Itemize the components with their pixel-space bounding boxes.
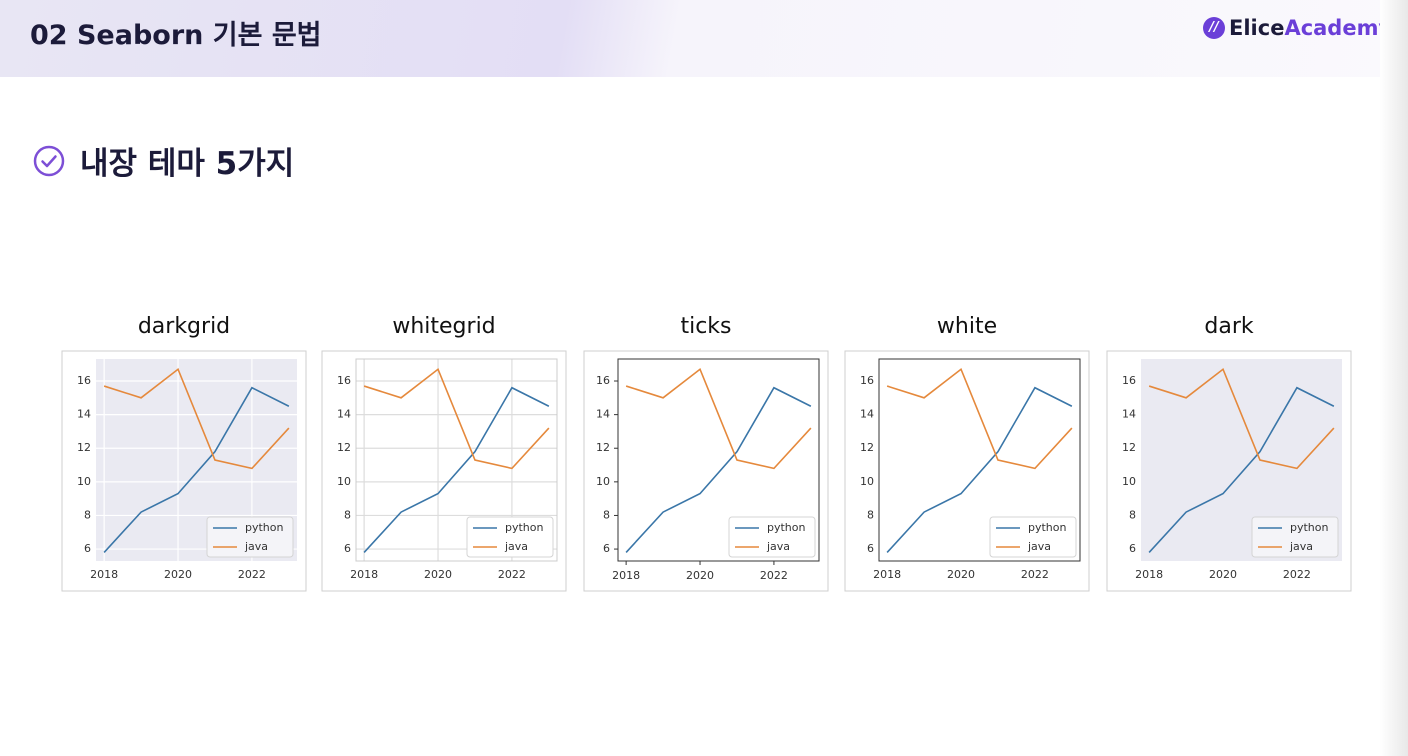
x-tick-label: 2018 [1135, 568, 1163, 581]
y-tick-label: 12 [860, 441, 874, 454]
x-tick-label: 2022 [760, 569, 788, 582]
line-series [103, 367, 290, 470]
y-tick-label: 16 [860, 374, 874, 387]
x-tick-label: 2020 [686, 569, 714, 582]
x-tick-label: 2022 [1283, 568, 1311, 581]
plot-frame [355, 358, 558, 562]
y-tick-label: 14 [337, 408, 351, 421]
legend-label: java [244, 540, 268, 553]
chart-title: white [937, 314, 997, 339]
line-series [886, 386, 1073, 553]
line-series [1148, 386, 1335, 553]
y-tick-label: 8 [603, 508, 610, 521]
y-tick-label: 12 [596, 441, 610, 454]
chart-title: darkgrid [138, 314, 230, 339]
legend-label: java [504, 540, 528, 553]
y-tick-label: 6 [84, 542, 91, 555]
legend-label: python [1290, 521, 1329, 534]
y-tick-label: 16 [1122, 374, 1136, 387]
line-series [363, 386, 550, 553]
section-title: 내장 테마 5가지 [80, 146, 295, 182]
line-series [363, 367, 550, 470]
legend-label: java [1027, 540, 1051, 553]
legend-label: python [767, 521, 806, 534]
chart-title: ticks [680, 314, 731, 339]
legend-label: java [766, 540, 790, 553]
x-tick-label: 2022 [1021, 568, 1049, 581]
legend-label: python [505, 521, 544, 534]
legend-label: python [245, 521, 284, 534]
x-tick-label: 2018 [873, 568, 901, 581]
x-tick-label: 2020 [164, 568, 192, 581]
y-tick-label: 16 [596, 374, 610, 387]
x-tick-label: 2018 [350, 568, 378, 581]
legend-label: python [1028, 521, 1067, 534]
y-tick-label: 14 [77, 408, 91, 421]
y-tick-label: 10 [860, 475, 874, 488]
line-series [625, 386, 812, 553]
y-tick-label: 16 [77, 374, 91, 387]
y-tick-label: 6 [867, 542, 874, 555]
x-tick-label: 2020 [424, 568, 452, 581]
legend-label: java [1289, 540, 1313, 553]
x-tick-label: 2020 [1209, 568, 1237, 581]
logo-icon: // [1203, 17, 1225, 39]
line-series [103, 386, 290, 553]
y-tick-label: 10 [337, 475, 351, 488]
y-tick-label: 12 [77, 441, 91, 454]
y-tick-label: 12 [337, 441, 351, 454]
header-title: 02 Seaborn 기본 문법 [30, 20, 322, 51]
y-tick-label: 14 [860, 408, 874, 421]
x-tick-label: 2022 [498, 568, 526, 581]
y-tick-label: 12 [1122, 441, 1136, 454]
logo-text: Academy [1284, 16, 1393, 40]
plot-frame [878, 358, 1081, 562]
y-tick-label: 8 [344, 508, 351, 521]
header: 02 Seaborn 기본 문법 // EliceAcademy [0, 0, 1408, 77]
plot-frame [617, 358, 820, 562]
chart-title: dark [1204, 314, 1253, 339]
y-tick-label: 10 [1122, 475, 1136, 488]
logo-text: Elice [1229, 16, 1285, 40]
logo: // EliceAcademy [1203, 16, 1392, 40]
section: 내장 테마 5가지 [32, 138, 294, 183]
x-tick-label: 2020 [947, 568, 975, 581]
x-tick-label: 2018 [612, 569, 640, 582]
y-tick-label: 6 [603, 542, 610, 555]
y-tick-label: 14 [596, 408, 610, 421]
y-tick-label: 14 [1122, 408, 1136, 421]
y-tick-label: 8 [84, 508, 91, 521]
x-tick-label: 2018 [90, 568, 118, 581]
y-tick-label: 6 [344, 542, 351, 555]
x-tick-label: 2022 [238, 568, 266, 581]
y-tick-label: 8 [867, 508, 874, 521]
y-tick-label: 10 [77, 475, 91, 488]
y-tick-label: 6 [1129, 542, 1136, 555]
line-series [1148, 367, 1335, 470]
y-tick-label: 8 [1129, 508, 1136, 521]
check-icon [33, 145, 65, 176]
line-series [625, 367, 812, 470]
y-tick-label: 16 [337, 374, 351, 387]
edge-shadow [1380, 0, 1408, 756]
chart-title: whitegrid [392, 314, 495, 339]
y-tick-label: 10 [596, 475, 610, 488]
line-series [886, 367, 1073, 470]
